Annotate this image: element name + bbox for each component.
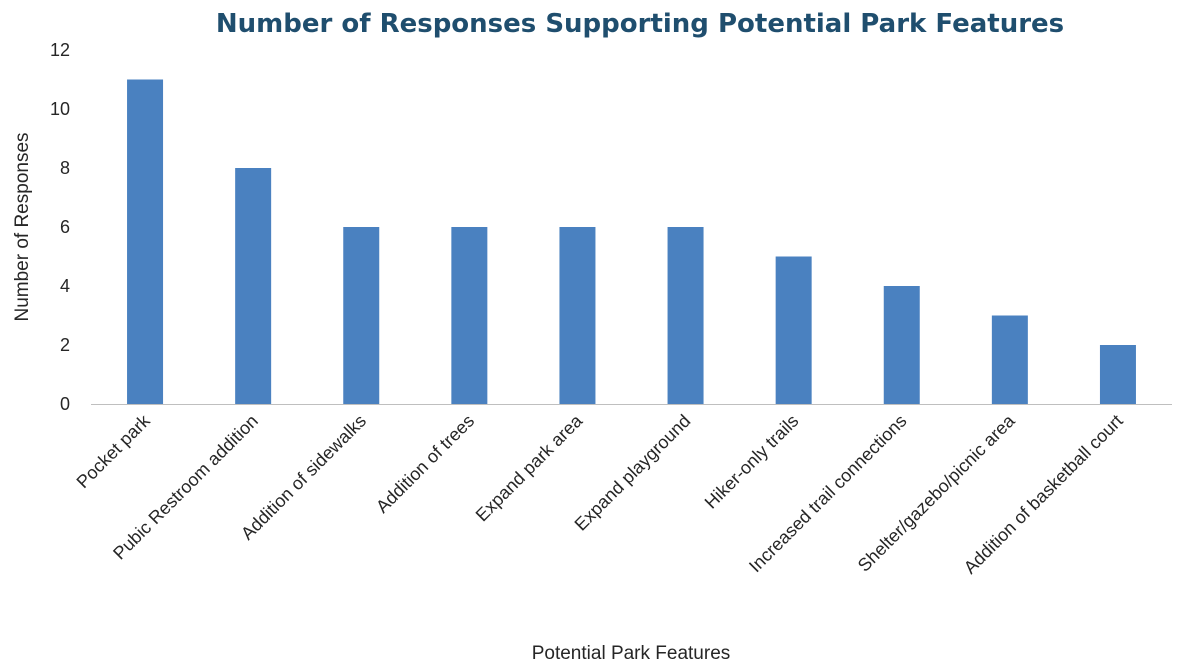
y-tick-label: 8 bbox=[60, 158, 70, 178]
y-axis-ticks: 0 2 4 6 8 10 12 bbox=[50, 40, 70, 414]
x-tick-label: Addition of trees bbox=[372, 411, 478, 517]
y-axis-label: Number of Responses bbox=[12, 132, 33, 321]
bar bbox=[127, 79, 164, 404]
x-tick-label: Expand park area bbox=[472, 410, 587, 525]
bar bbox=[883, 286, 920, 404]
chart-title: Number of Responses Supporting Potential… bbox=[216, 9, 1064, 39]
y-tick-label: 2 bbox=[60, 335, 70, 355]
y-tick-label: 10 bbox=[50, 99, 70, 119]
bar bbox=[991, 315, 1028, 404]
y-tick-label: 0 bbox=[60, 394, 70, 414]
x-tick-label: Pocket park bbox=[73, 410, 155, 492]
bars bbox=[127, 79, 1136, 404]
y-tick-label: 12 bbox=[50, 40, 70, 60]
bar bbox=[1099, 345, 1136, 404]
x-tick-label: Addition of sidewalks bbox=[237, 411, 370, 544]
y-tick-label: 6 bbox=[60, 217, 70, 237]
bar bbox=[667, 227, 704, 404]
bar bbox=[235, 168, 272, 404]
x-tick-label: Hiker-only trails bbox=[701, 411, 803, 513]
bar bbox=[559, 227, 596, 404]
y-tick-label: 4 bbox=[60, 276, 70, 296]
x-axis-label: Potential Park Features bbox=[532, 643, 731, 664]
bar bbox=[775, 256, 812, 404]
bar bbox=[343, 227, 380, 404]
x-tick-label: Expand playground bbox=[571, 411, 695, 535]
bar bbox=[451, 227, 488, 404]
